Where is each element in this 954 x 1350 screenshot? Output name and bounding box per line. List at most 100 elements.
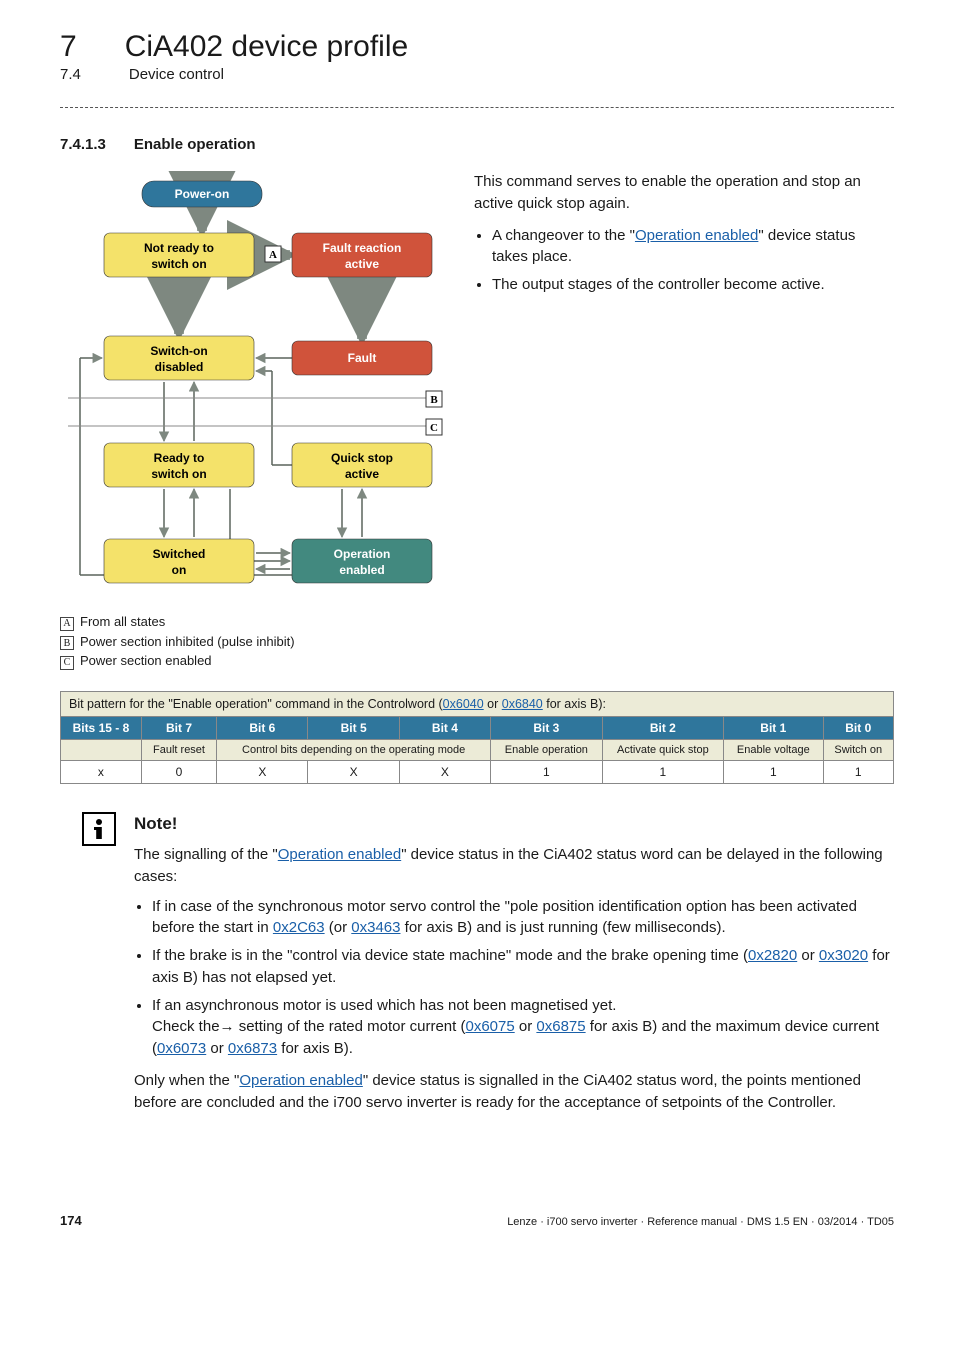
link-register[interactable]: 0x3020 [819,947,868,964]
svg-text:disabled: disabled [155,360,204,374]
note-body: Note! The signalling of the "Operation e… [134,812,894,1114]
svg-text:Not ready to: Not ready to [144,241,214,255]
chapter-title: CiA402 device profile [125,30,409,64]
link-register[interactable]: 0x6073 [157,1040,206,1057]
table-data-cell: 1 [724,760,823,783]
table-caption-row: Bit pattern for the "Enable operation" c… [61,691,894,716]
table-meta-row: Fault resetControl bits depending on the… [61,739,894,760]
link-operation-enabled[interactable]: Operation enabled [635,227,758,244]
table-meta-cell: Enable voltage [724,739,823,760]
svg-text:switch on: switch on [151,257,206,271]
table-header-row: Bits 15 - 8Bit 7Bit 6Bit 5Bit 4Bit 3Bit … [61,716,894,739]
legend-letter: A [60,617,74,631]
link-register[interactable]: 0x6075 [465,1018,514,1035]
list-item: A changeover to the "Operation enabled" … [492,225,894,269]
note-icon-cell [60,812,116,1114]
link-register[interactable]: 0x3463 [351,919,400,936]
note-para-1: The signalling of the "Operation enabled… [134,844,894,888]
table-data-row: x0XXX1111 [61,760,894,783]
svg-text:enabled: enabled [339,563,384,577]
note-bullet-list: If in case of the synchronous motor serv… [152,896,894,1060]
table-meta-cell: Switch on [823,739,893,760]
list-item: If in case of the synchronous motor serv… [152,896,894,940]
legend-text: From all states [80,612,165,632]
separator [60,107,894,108]
table-header-cell: Bit 1 [724,716,823,739]
link-controlword-b[interactable]: 0x6840 [502,697,543,711]
note-para-2: Only when the "Operation enabled" device… [134,1070,894,1114]
intro-text: This command serves to enable the operat… [474,171,894,215]
table-data-cell: 0 [141,760,216,783]
list-item: If the brake is in the "control via devi… [152,945,894,989]
table-meta-cell [61,739,142,760]
description-bullets: A changeover to the "Operation enabled" … [492,225,894,296]
table-header-cell: Bit 5 [308,716,399,739]
subsection-title: Enable operation [134,136,256,153]
table-header-cell: Bit 4 [399,716,490,739]
link-register[interactable]: 0x2C63 [273,919,325,936]
table-data-cell: 1 [823,760,893,783]
info-icon [82,812,116,846]
svg-text:Ready to: Ready to [154,451,205,465]
list-item: The output stages of the controller beco… [492,274,894,296]
caption-text: Bit pattern for the "Enable operation" c… [69,697,443,711]
legend-row: C Power section enabled [60,651,450,671]
table-header-cell: Bit 7 [141,716,216,739]
svg-text:C: C [430,422,438,434]
subsection-header: 7.4.1.3 Enable operation [60,136,894,153]
svg-text:Switch-on: Switch-on [150,344,207,358]
svg-text:Quick stop: Quick stop [331,451,393,465]
legend-letter: B [60,636,74,650]
svg-text:Switched: Switched [153,547,206,561]
svg-text:Fault: Fault [348,351,377,365]
legend-row: B Power section inhibited (pulse inhibit) [60,632,450,652]
table-meta-cell: Control bits depending on the operating … [217,739,491,760]
table-header-cell: Bit 6 [217,716,308,739]
link-register[interactable]: 0x2820 [748,947,797,964]
section-number: 7.4 [60,66,81,83]
state-diagram-container: Power-onNot ready toswitch onFault react… [60,171,450,671]
diagram-legend: A From all states B Power section inhibited… [60,612,450,671]
legend-row: A From all states [60,612,450,632]
subsection-number: 7.4.1.3 [60,136,106,153]
svg-text:B: B [430,394,438,406]
table-data-cell: 1 [602,760,723,783]
link-operation-enabled[interactable]: Operation enabled [278,846,401,863]
table-meta-cell: Enable operation [491,739,603,760]
link-register[interactable]: 0x6873 [228,1040,277,1057]
state-diagram: Power-onNot ready toswitch onFault react… [60,171,450,601]
link-controlword-a[interactable]: 0x6040 [443,697,484,711]
legend-text: Power section inhibited (pulse inhibit) [80,632,295,652]
table-meta-cell: Activate quick stop [602,739,723,760]
table-data-cell: 1 [491,760,603,783]
svg-text:Operation: Operation [334,547,391,561]
table-header-cell: Bits 15 - 8 [61,716,142,739]
link-register[interactable]: 0x6875 [536,1018,585,1035]
table-data-cell: X [308,760,399,783]
caption-text: or [484,697,502,711]
footer-meta: Lenze · i700 servo inverter · Reference … [507,1216,894,1228]
section-header: 7.4 Device control [60,66,894,83]
legend-letter: C [60,656,74,670]
table-meta-cell: Fault reset [141,739,216,760]
legend-text: Power section enabled [80,651,212,671]
table-data-cell: X [399,760,490,783]
table-data-cell: X [217,760,308,783]
chapter-number: 7 [60,30,77,64]
svg-text:Power-on: Power-on [175,187,230,201]
link-operation-enabled[interactable]: Operation enabled [239,1072,362,1089]
svg-text:A: A [269,249,277,261]
table-data-cell: x [61,760,142,783]
svg-text:active: active [345,257,379,271]
svg-text:active: active [345,467,379,481]
bit-pattern-table: Bit pattern for the "Enable operation" c… [60,691,894,784]
table-caption: Bit pattern for the "Enable operation" c… [61,691,894,716]
list-item: If an asynchronous motor is used which h… [152,995,894,1060]
table-header-cell: Bit 0 [823,716,893,739]
table-header-cell: Bit 3 [491,716,603,739]
chapter-header: 7 CiA402 device profile [60,30,894,64]
table-header-cell: Bit 2 [602,716,723,739]
note-block: Note! The signalling of the "Operation e… [60,812,894,1114]
page-number: 174 [60,1213,82,1228]
section-title: Device control [129,66,224,83]
